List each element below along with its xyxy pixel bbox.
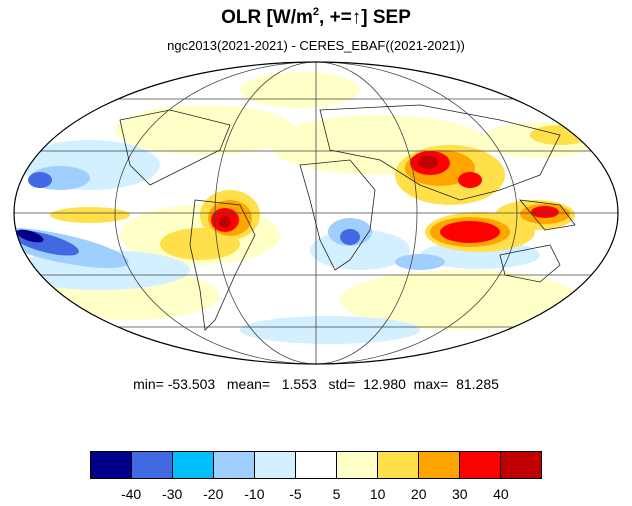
legend-swatch (337, 452, 378, 478)
legend-swatch (378, 452, 419, 478)
graticule (14, 62, 618, 364)
legend-label: 5 (332, 486, 341, 502)
olr-field (14, 62, 618, 364)
title-superscript: 2 (312, 6, 320, 18)
legend-swatch (255, 452, 296, 478)
legend-swatch (173, 452, 214, 478)
map-subtitle: ngc2013(2021-2021) - CERES_EBAF((2021-20… (167, 38, 465, 53)
legend-swatch (214, 452, 255, 478)
map-title: OLR [W/m2, +=↑] SEP (0, 6, 632, 29)
legend-swatch (419, 452, 460, 478)
legend-labels: -40 -30 -20 -10 -5 5 10 20 30 40 (0, 486, 632, 506)
legend-label: -30 (162, 486, 183, 502)
title-text: OLR [W/m (221, 7, 313, 28)
legend-swatch (132, 452, 173, 478)
strongest-negative-regions (16, 229, 44, 243)
legend-label: -20 (203, 486, 224, 502)
legend-swatch (91, 452, 132, 478)
globe-border (13, 61, 619, 365)
coastlines (119, 104, 576, 331)
title-text-rest: , += (319, 7, 352, 28)
legend-label: 20 (410, 486, 427, 502)
legend-label: 40 (493, 486, 509, 502)
extreme-positive-regions (219, 155, 438, 228)
legend-swatch (460, 452, 501, 478)
color-legend (90, 451, 542, 479)
statistics-line: min= -53.503 mean= 1.553 std= 12.980 max… (133, 376, 499, 392)
up-arrow-icon: ↑ (351, 7, 362, 28)
title-text-tail: ] SEP (361, 7, 411, 28)
legend-label: 10 (369, 486, 386, 502)
legend-label: -40 (120, 486, 142, 502)
legend-label: -10 (244, 486, 265, 502)
legend-label: -5 (289, 486, 302, 502)
legend-label: 30 (452, 486, 468, 502)
legend-swatch (501, 452, 541, 478)
world-map (13, 61, 619, 365)
legend-swatch (296, 452, 337, 478)
